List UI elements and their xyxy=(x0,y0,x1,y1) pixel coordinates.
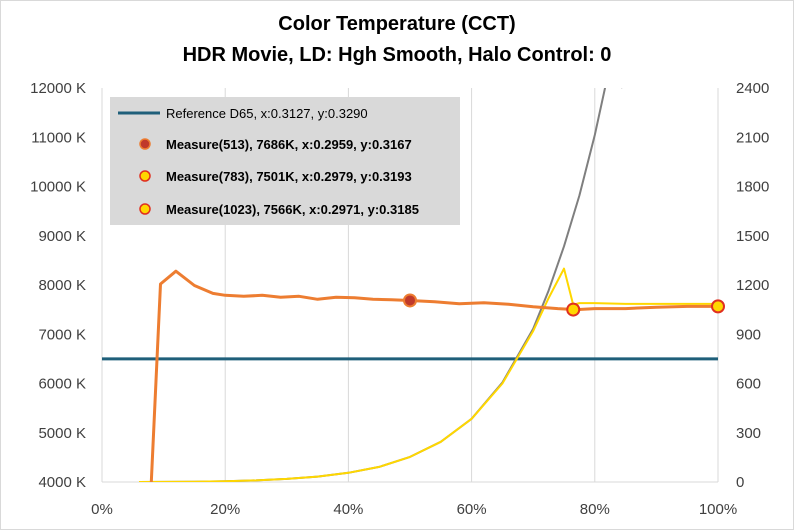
right-y-tick-label: 1800 xyxy=(736,179,769,196)
x-tick-label: 80% xyxy=(580,501,610,518)
x-tick-label: 40% xyxy=(333,501,363,518)
right-y-tick-label: 1200 xyxy=(736,277,769,294)
measure-marker-1 xyxy=(566,302,581,317)
right-y-tick-label: 900 xyxy=(736,326,761,343)
legend-measure-1023-swatch xyxy=(139,203,151,215)
right-y-tick-label: 2400 xyxy=(736,80,769,97)
x-tick-label: 100% xyxy=(699,501,737,518)
measure-marker-2 xyxy=(711,299,725,314)
series-line-3 xyxy=(138,267,718,482)
right-axis-ticks: 0 300 600 900 1200 1500 1800 2100 2400 xyxy=(736,80,769,491)
left-y-tick-label: 6000 K xyxy=(38,376,86,393)
left-y-tick-label: 8000 K xyxy=(38,277,86,294)
series-layer xyxy=(102,88,718,482)
right-y-tick-label: 300 xyxy=(736,425,761,442)
chart-title-line-1: Color Temperature (CCT) xyxy=(278,13,515,35)
legend: Reference D65, x:0.3127, y:0.3290 Measur… xyxy=(110,97,460,225)
legend-measure-783-label: Measure(783), 7501K, x:0.2979, y:0.3193 xyxy=(166,169,412,184)
legend-box xyxy=(110,97,460,225)
legend-measure-513-label: Measure(513), 7686K, x:0.2959, y:0.3167 xyxy=(166,137,412,152)
x-tick-label: 0% xyxy=(91,501,113,518)
x-axis-ticks: 0% 20% 40% 60% 80% 100% xyxy=(91,501,737,518)
left-y-tick-label: 11000 K xyxy=(31,129,86,146)
left-axis-ticks: 4000 K 5000 K 6000 K 7000 K 8000 K 9000 K 1000… xyxy=(30,80,86,491)
left-y-tick-label: 5000 K xyxy=(38,425,86,442)
left-y-tick-label: 10000 K xyxy=(30,179,86,196)
left-y-tick-label: 12000 K xyxy=(30,80,86,97)
legend-measure-1023-label: Measure(1023), 7566K, x:0.2971, y:0.3185 xyxy=(166,202,419,217)
legend-measure-513-swatch xyxy=(139,138,151,150)
series-line-1 xyxy=(149,269,718,482)
marker-layer xyxy=(403,293,725,317)
chart-title-line-2: HDR Movie, LD: Hgh Smooth, Halo Control:… xyxy=(183,44,612,66)
measure-marker-0 xyxy=(403,293,417,308)
x-tick-label: 60% xyxy=(457,501,487,518)
right-y-tick-label: 0 xyxy=(736,474,744,491)
left-y-tick-label: 9000 K xyxy=(38,228,86,245)
legend-reference-label: Reference D65, x:0.3127, y:0.3290 xyxy=(166,106,368,121)
left-y-tick-label: 7000 K xyxy=(38,326,86,343)
legend-measure-783-swatch xyxy=(139,170,151,182)
left-y-tick-label: 4000 K xyxy=(38,474,86,491)
right-y-tick-label: 2100 xyxy=(736,129,769,146)
right-y-tick-label: 600 xyxy=(736,376,761,393)
x-tick-label: 20% xyxy=(210,501,240,518)
right-y-tick-label: 1500 xyxy=(736,228,769,245)
